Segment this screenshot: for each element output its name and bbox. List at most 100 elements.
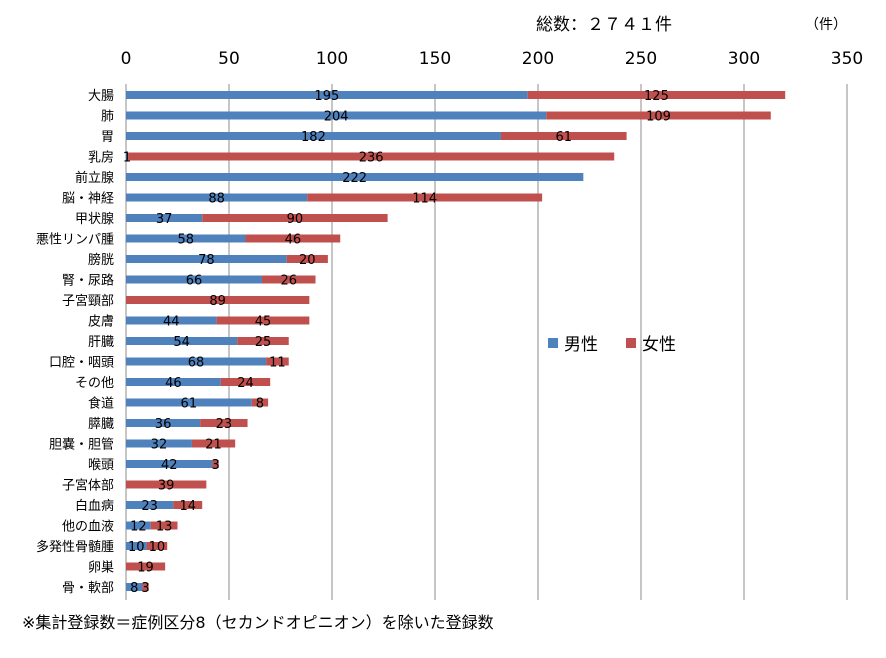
bar-segment-female [245,234,341,243]
bar-segment-female [266,357,289,366]
category-label: 胆嚢・胆管 [49,437,114,453]
data-label-female: 39 [158,479,175,494]
category-label: 膵臓 [88,417,114,432]
x-tick-label: 350 [831,49,863,69]
bar-segment-male [126,234,246,243]
data-label-female: 109 [646,110,671,125]
data-label-male: 222 [342,171,367,186]
x-tick-label: 300 [728,49,760,69]
category-label: 前立腺 [75,170,114,186]
bar-segment-male [126,357,267,366]
legend: 男性 女性 [548,330,704,355]
data-label-female: 8 [256,397,264,412]
x-tick-label: 200 [522,49,554,69]
bar-segment-male [126,583,143,591]
data-label-female: 25 [255,335,272,350]
category-label: 骨・軟部 [62,580,114,596]
bar-segment-female [128,152,615,161]
bar-segment-male [126,132,501,140]
data-label-male: 61 [181,397,198,412]
data-label-male: 10 [128,540,145,555]
data-label-male: 42 [161,458,178,473]
category-label: 食道 [88,396,114,412]
data-label-male: 78 [198,253,215,268]
bar-segment-female [307,193,543,202]
data-label-female: 21 [205,438,222,453]
bar-segment-female [150,521,178,530]
category-label: 乳房 [88,150,114,166]
bar-segment-male [126,439,192,448]
data-label-female: 10 [149,540,166,555]
bar-segment-female [261,275,316,284]
data-label-male: 195 [314,89,339,104]
data-label-female: 26 [280,274,297,289]
data-label-male: 8 [130,581,138,596]
data-label-female: 13 [156,520,173,535]
data-label-male: 12 [130,520,147,535]
bar-segment-female [500,132,627,140]
data-label-male: 32 [151,438,168,453]
data-label-female: 89 [209,294,226,309]
bar-segment-female [173,501,203,509]
data-label-female: 23 [216,417,233,432]
category-label: 腎・尿路 [62,273,114,289]
bar-segment-female [220,378,271,386]
x-tick-label: 50 [218,49,240,69]
data-label-female: 3 [211,458,219,473]
axis-unit-label: （件） [805,17,847,33]
category-label: 多発性骨髄腫 [36,539,114,555]
data-label-male: 1 [123,151,131,166]
legend-label-female: 女性 [642,335,676,355]
bar-segment-female [126,562,166,571]
bar-segment-male [126,378,221,386]
data-label-male: 46 [165,376,182,391]
data-label-female: 61 [555,130,572,145]
bar-segment-male [126,501,174,509]
category-label: 卵巣 [88,561,114,576]
legend-label-male: 男性 [564,335,598,355]
bar-segment-male [126,419,201,427]
data-label-male: 204 [324,110,349,125]
bar-segment-male [126,521,151,530]
category-label: 膀胱 [88,252,114,268]
data-label-female: 125 [644,89,669,104]
category-label: 皮膚 [88,314,114,330]
category-label: 胃 [101,130,114,145]
data-label-male: 36 [155,417,172,432]
data-label-female: 20 [299,253,316,268]
bar-segment-male [126,460,213,468]
data-label-male: 88 [208,192,225,207]
x-tick-label: 250 [625,49,657,69]
bar-segment-female [546,111,771,120]
data-label-female: 236 [359,151,384,166]
bar-segment-male [126,152,129,161]
data-label-female: 19 [137,561,154,576]
category-label: 脳・神経 [62,192,114,207]
category-label: 白血病 [75,498,114,514]
x-tick-label: 0 [121,49,132,69]
bar-segment-male [126,193,308,202]
bar-segment-male [126,173,584,181]
data-label-male: 66 [186,274,203,289]
data-label-female: 46 [285,233,302,248]
legend-swatch-female [626,337,636,348]
category-label: 肺 [101,110,114,125]
bar-segment-male [126,542,147,550]
bar-segment-female [286,255,328,263]
legend-swatch-male [548,337,558,348]
category-label: 口腔・咽頭 [49,356,114,371]
total-count-title: 総数：２７４１件 [536,15,672,35]
bar-segment-female [191,439,236,448]
bar-segment-male [126,255,287,263]
bar-segment-female [200,419,248,427]
data-label-male: 58 [177,233,194,248]
category-label: 悪性リンパ腫 [36,232,114,248]
bar-segment-male [126,111,547,120]
category-label: 喉頭 [88,458,114,473]
category-label: 大腸 [88,89,114,104]
x-tick-label: 100 [316,49,348,69]
bar-segment-female [216,316,310,325]
data-label-female: 14 [180,499,197,514]
category-label: 肝臓 [88,335,114,350]
x-tick-label: 150 [419,49,451,69]
